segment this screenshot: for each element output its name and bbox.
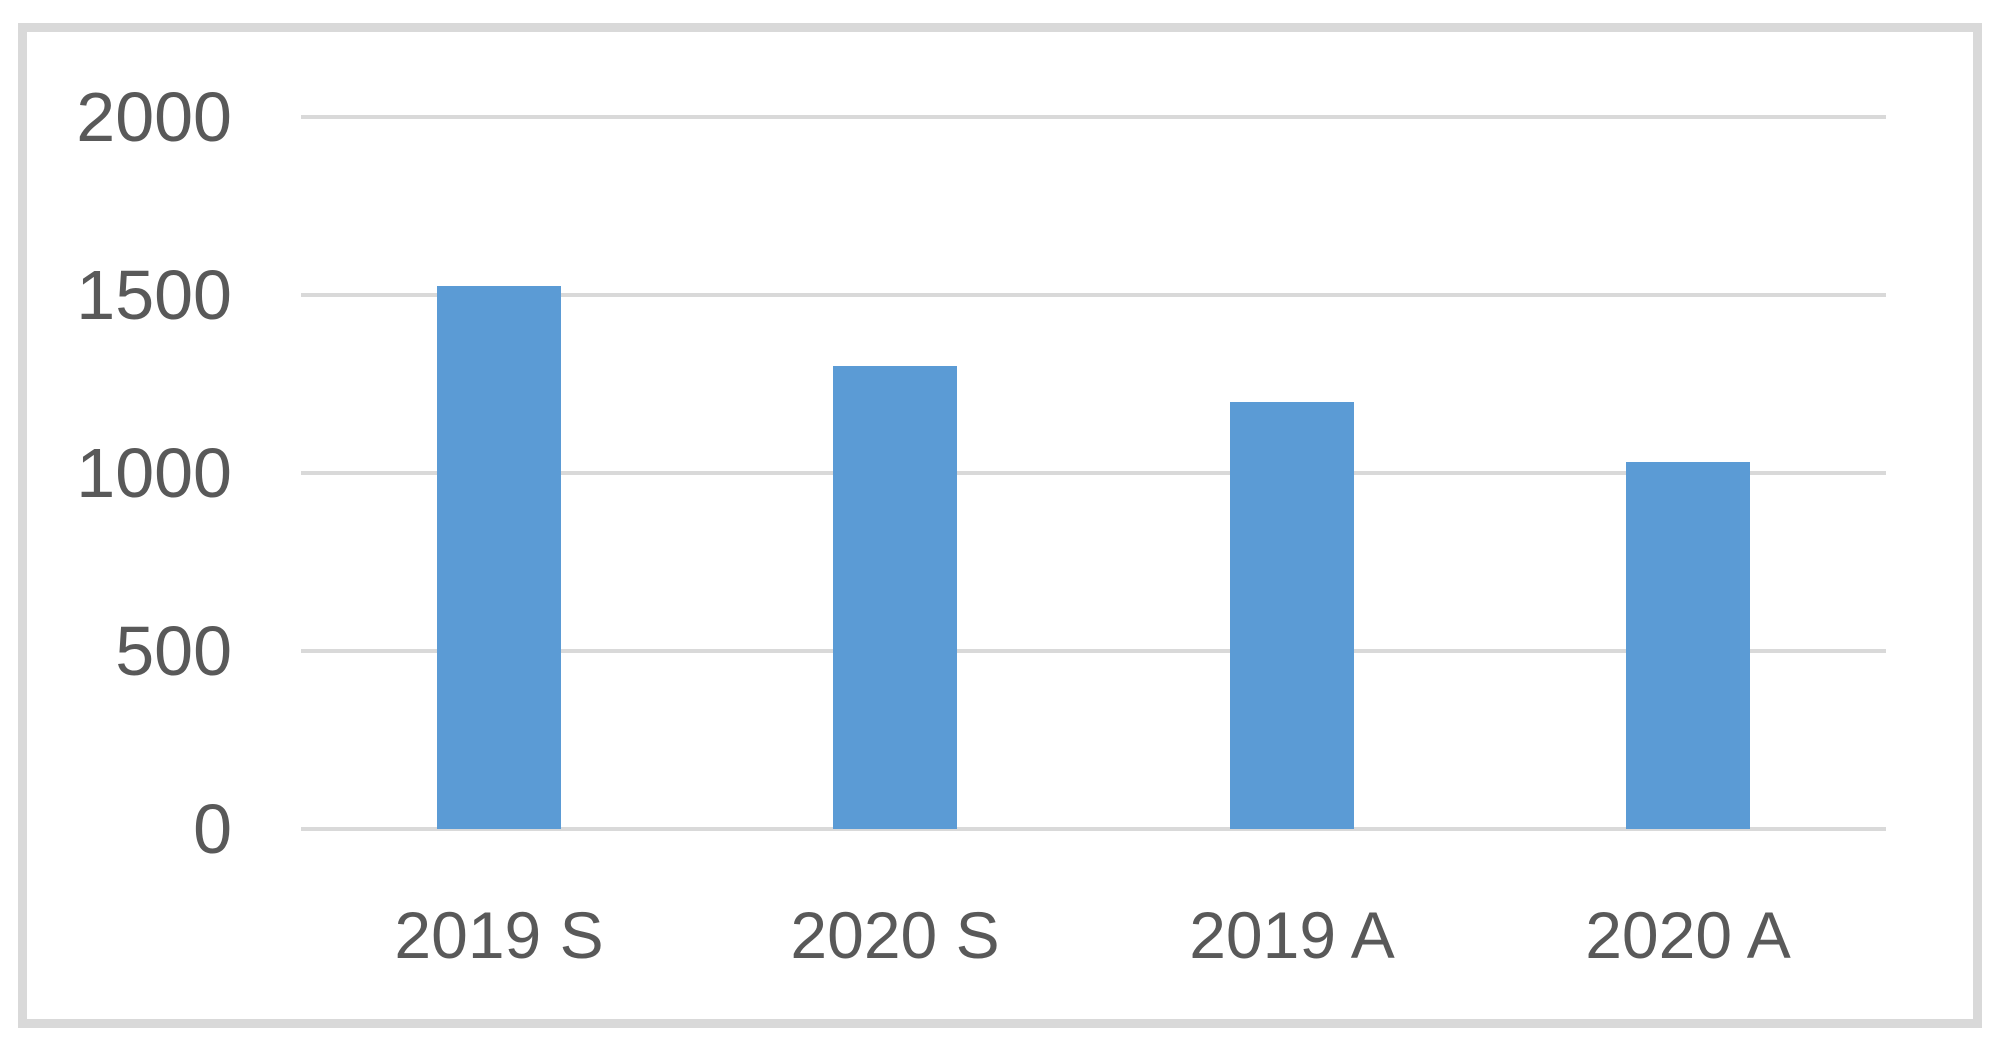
y-tick-label-0: 0 xyxy=(193,790,232,868)
gridline-y-0 xyxy=(301,827,1886,831)
x-category-label-2019-a: 2019 A xyxy=(1189,898,1395,972)
x-category-label-2020-a: 2020 A xyxy=(1585,898,1791,972)
chart-frame-border: 0 500 1000 1500 2000 2019 S 2020 S 2019 A 2020 … xyxy=(18,23,1982,1028)
bar-2019-a xyxy=(1230,402,1354,829)
y-tick-label-2000: 2000 xyxy=(76,78,232,156)
bar-2020-s xyxy=(833,366,957,829)
y-tick-label-500: 500 xyxy=(115,612,232,690)
bar-2019-s xyxy=(437,286,561,829)
x-category-label-2020-s: 2020 S xyxy=(790,898,1000,972)
gridline-y-2000 xyxy=(301,115,1886,119)
y-tick-label-1000: 1000 xyxy=(76,434,232,512)
y-tick-label-1500: 1500 xyxy=(76,256,232,334)
x-category-label-2019-s: 2019 S xyxy=(394,898,604,972)
gridline-y-500 xyxy=(301,649,1886,653)
gridline-y-1000 xyxy=(301,471,1886,475)
gridline-y-1500 xyxy=(301,293,1886,297)
bar-2020-a xyxy=(1626,462,1750,829)
